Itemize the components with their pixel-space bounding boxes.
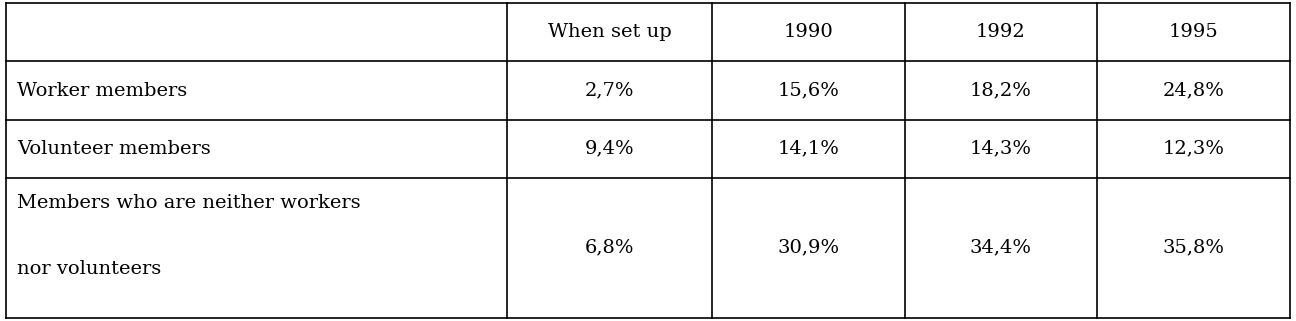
Text: 12,3%: 12,3%	[1163, 140, 1225, 158]
Text: 6,8%: 6,8%	[584, 239, 634, 257]
Text: 14,1%: 14,1%	[778, 140, 840, 158]
Text: 24,8%: 24,8%	[1163, 82, 1225, 100]
Text: 14,3%: 14,3%	[969, 140, 1032, 158]
Text: 34,4%: 34,4%	[969, 239, 1032, 257]
Text: 35,8%: 35,8%	[1163, 239, 1225, 257]
Text: 15,6%: 15,6%	[778, 82, 840, 100]
Text: 2,7%: 2,7%	[584, 82, 634, 100]
Text: Members who are neither workers: Members who are neither workers	[17, 194, 360, 212]
Text: 9,4%: 9,4%	[584, 140, 634, 158]
Text: 18,2%: 18,2%	[969, 82, 1032, 100]
Text: 30,9%: 30,9%	[778, 239, 840, 257]
Text: When set up: When set up	[548, 23, 671, 41]
Text: 1995: 1995	[1169, 23, 1218, 41]
Text: 1992: 1992	[976, 23, 1025, 41]
Text: 1990: 1990	[784, 23, 833, 41]
Text: nor volunteers: nor volunteers	[17, 260, 161, 278]
Text: Volunteer members: Volunteer members	[17, 140, 210, 158]
Text: Worker members: Worker members	[17, 82, 187, 100]
